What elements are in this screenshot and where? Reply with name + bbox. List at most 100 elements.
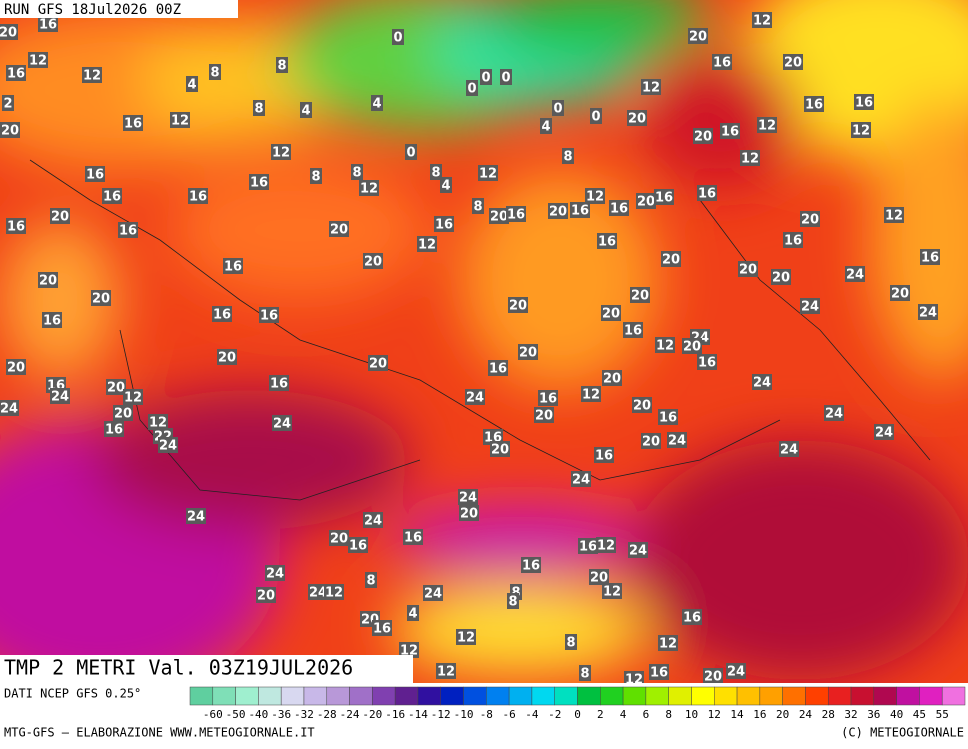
temp-label: 12 bbox=[83, 69, 101, 84]
legend-swatch bbox=[850, 686, 875, 706]
temp-label: 24 bbox=[846, 268, 864, 283]
label-box bbox=[752, 12, 772, 28]
temp-label: 20 bbox=[683, 340, 701, 355]
temp-label: 16 bbox=[698, 356, 716, 371]
temp-label: 16 bbox=[373, 622, 391, 637]
label-box bbox=[392, 29, 404, 45]
label-box bbox=[507, 593, 519, 609]
temp-label: 20 bbox=[509, 299, 527, 314]
label-box bbox=[655, 337, 675, 353]
temp-label: 4 bbox=[541, 120, 550, 135]
label-box bbox=[920, 249, 940, 265]
temp-label: 20 bbox=[772, 271, 790, 286]
map-title: TMP 2 METRI Val. 03Z19JUL2026 bbox=[4, 656, 353, 680]
temp-label: 16 bbox=[683, 611, 701, 626]
label-box bbox=[636, 193, 656, 209]
label-box bbox=[682, 609, 702, 625]
temp-label: 20 bbox=[7, 361, 25, 376]
label-box bbox=[667, 432, 687, 448]
legend-label: 2 bbox=[597, 708, 604, 721]
label-box bbox=[800, 211, 820, 227]
temp-label: 4 bbox=[372, 97, 381, 112]
temp-label: 16 bbox=[349, 539, 367, 554]
temp-label: 12 bbox=[29, 54, 47, 69]
label-box bbox=[276, 57, 288, 73]
label-box bbox=[271, 144, 291, 160]
label-box bbox=[28, 52, 48, 68]
label-box bbox=[217, 349, 237, 365]
label-box bbox=[253, 100, 265, 116]
label-box bbox=[310, 168, 322, 184]
label-box bbox=[405, 144, 417, 160]
temp-label: 16 bbox=[124, 117, 142, 132]
temp-label: 16 bbox=[119, 224, 137, 239]
label-box bbox=[329, 530, 349, 546]
temp-label: 8 bbox=[352, 166, 361, 181]
label-box bbox=[589, 569, 609, 585]
legend-swatch bbox=[827, 686, 852, 706]
title-box bbox=[0, 655, 413, 683]
temp-label: 24 bbox=[753, 376, 771, 391]
label-box bbox=[658, 635, 678, 651]
legend-swatch bbox=[372, 686, 396, 706]
temp-label: 24 bbox=[459, 491, 477, 506]
temp-label: 8 bbox=[580, 667, 589, 682]
label-box bbox=[783, 54, 803, 70]
label-box bbox=[752, 374, 772, 390]
legend-swatch bbox=[805, 686, 829, 706]
temp-label: 20 bbox=[114, 407, 132, 422]
temp-label: 12 bbox=[479, 167, 497, 182]
label-box bbox=[348, 537, 368, 553]
legend-label: 28 bbox=[822, 708, 835, 721]
label-box bbox=[456, 629, 476, 645]
temp-label: 12 bbox=[149, 416, 167, 431]
legend-label: -14 bbox=[408, 708, 428, 721]
legend: -60 -50 -40 -36 -32 -28 -24 -20 -16 -14 -12 -10 -8 -6… bbox=[189, 686, 966, 721]
temp-label: 12 bbox=[852, 124, 870, 139]
label-box bbox=[113, 405, 133, 421]
temp-label: 8 bbox=[277, 59, 286, 74]
legend-label: 14 bbox=[730, 708, 744, 721]
label-box bbox=[489, 208, 509, 224]
label-box bbox=[407, 605, 419, 621]
label-box bbox=[771, 269, 791, 285]
legend-label: -6 bbox=[502, 708, 515, 721]
label-box bbox=[874, 424, 894, 440]
legend-label: -32 bbox=[294, 708, 314, 721]
temp-label: 16 bbox=[655, 191, 673, 206]
label-box bbox=[170, 112, 190, 128]
temp-label: 24 bbox=[273, 417, 291, 432]
label-box bbox=[434, 216, 454, 232]
temp-label: 4 bbox=[187, 78, 196, 93]
temp-label: 16 bbox=[507, 208, 525, 223]
temp-label: 0 bbox=[481, 71, 490, 86]
temp-label: 20 bbox=[39, 274, 57, 289]
legend-swatch bbox=[280, 686, 305, 706]
temp-label: 16 bbox=[855, 96, 873, 111]
label-box bbox=[42, 312, 62, 328]
temp-label: 12 bbox=[272, 146, 290, 161]
label-box bbox=[458, 489, 478, 505]
label-box bbox=[804, 96, 824, 112]
label-box bbox=[308, 584, 328, 600]
temp-label: 0 bbox=[406, 146, 415, 161]
temp-label: 16 bbox=[39, 18, 57, 33]
label-box bbox=[50, 208, 70, 224]
legend-swatch bbox=[326, 686, 350, 706]
temp-label: 20 bbox=[784, 56, 802, 71]
temp-label: 0 bbox=[393, 31, 402, 46]
temp-label: 12 bbox=[582, 388, 600, 403]
label-box bbox=[0, 400, 19, 416]
label-box bbox=[627, 110, 647, 126]
label-box bbox=[368, 355, 388, 371]
temp-label: 20 bbox=[51, 210, 69, 225]
temp-label: 24 bbox=[424, 587, 442, 602]
label-box bbox=[123, 115, 143, 131]
run-label: RUN GFS 18Jul2026 00Z bbox=[4, 2, 181, 18]
legend-label: 24 bbox=[799, 708, 813, 721]
label-box bbox=[209, 64, 221, 80]
temp-label: 8 bbox=[563, 150, 572, 165]
temp-label: 16 bbox=[579, 540, 597, 555]
label-box bbox=[104, 421, 124, 437]
